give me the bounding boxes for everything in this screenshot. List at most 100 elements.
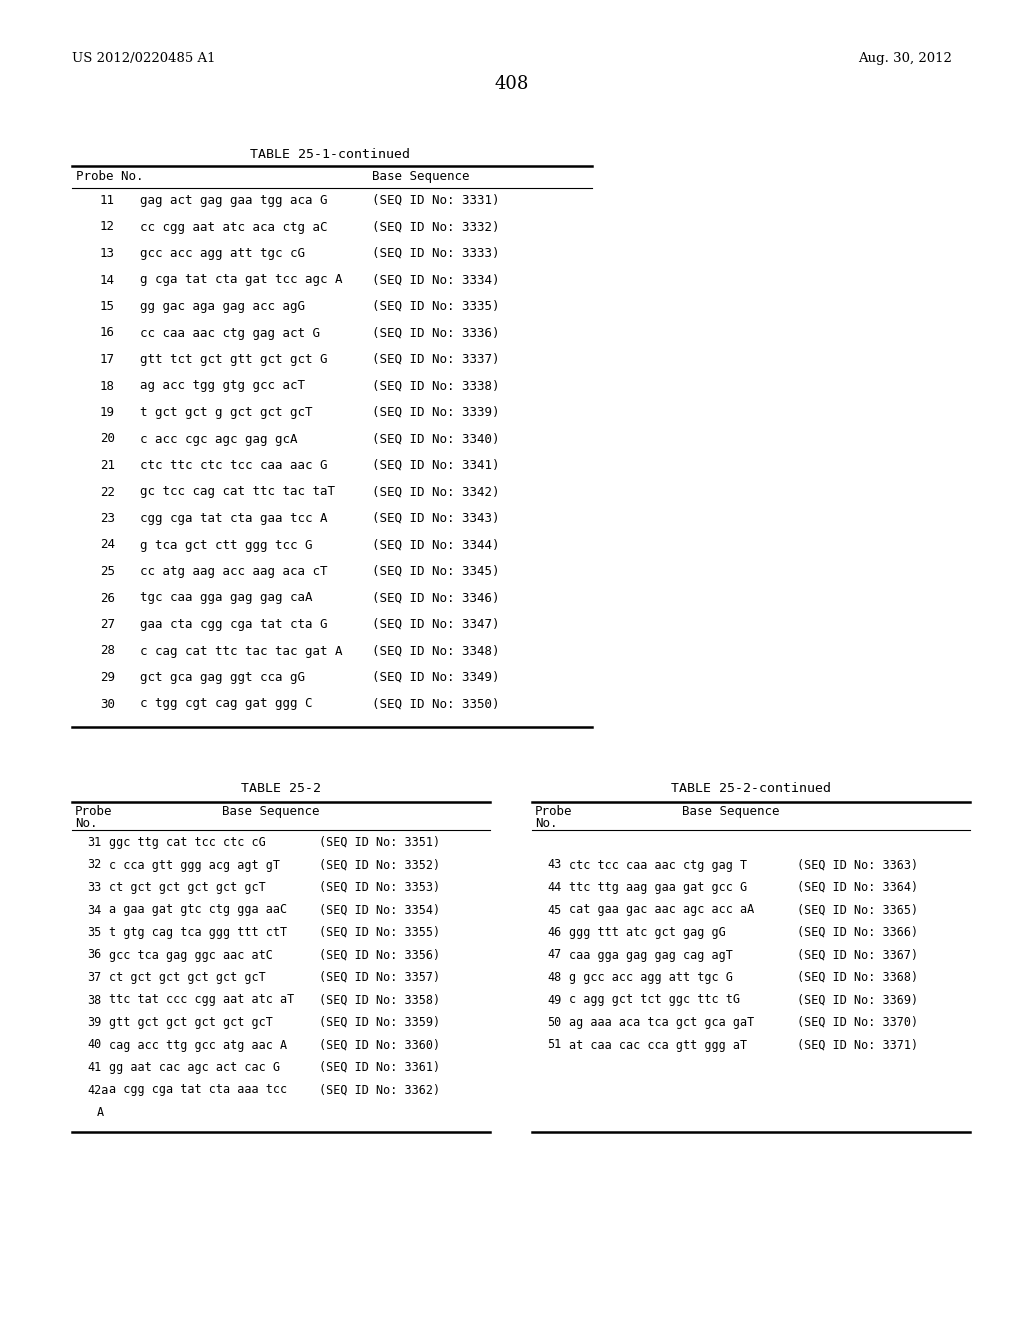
Text: g cga tat cta gat tcc agc A: g cga tat cta gat tcc agc A — [140, 273, 342, 286]
Text: 408: 408 — [495, 75, 529, 92]
Text: (SEQ ID No: 3352): (SEQ ID No: 3352) — [319, 858, 440, 871]
Text: (SEQ ID No: 3336): (SEQ ID No: 3336) — [372, 326, 500, 339]
Text: (SEQ ID No: 3356): (SEQ ID No: 3356) — [319, 949, 440, 961]
Text: ctc ttc ctc tcc caa aac G: ctc ttc ctc tcc caa aac G — [140, 459, 328, 473]
Text: gaa cta cgg cga tat cta G: gaa cta cgg cga tat cta G — [140, 618, 328, 631]
Text: cc cgg aat atc aca ctg aC: cc cgg aat atc aca ctg aC — [140, 220, 328, 234]
Text: 37: 37 — [87, 972, 101, 983]
Text: (SEQ ID No: 3340): (SEQ ID No: 3340) — [372, 433, 500, 446]
Text: 41: 41 — [87, 1061, 101, 1074]
Text: (SEQ ID No: 3368): (SEQ ID No: 3368) — [797, 972, 919, 983]
Text: 30: 30 — [100, 697, 115, 710]
Text: gg gac aga gag acc agG: gg gac aga gag acc agG — [140, 300, 305, 313]
Text: 17: 17 — [100, 352, 115, 366]
Text: A: A — [97, 1106, 104, 1119]
Text: (SEQ ID No: 3363): (SEQ ID No: 3363) — [797, 858, 919, 871]
Text: Base Sequence: Base Sequence — [372, 170, 469, 183]
Text: cc caa aac ctg gag act G: cc caa aac ctg gag act G — [140, 326, 319, 339]
Text: 11: 11 — [100, 194, 115, 207]
Text: Base Sequence: Base Sequence — [682, 805, 779, 818]
Text: (SEQ ID No: 3338): (SEQ ID No: 3338) — [372, 380, 500, 392]
Text: (SEQ ID No: 3358): (SEQ ID No: 3358) — [319, 994, 440, 1006]
Text: 16: 16 — [100, 326, 115, 339]
Text: (SEQ ID No: 3359): (SEQ ID No: 3359) — [319, 1016, 440, 1030]
Text: at caa cac cca gtt ggg aT: at caa cac cca gtt ggg aT — [569, 1039, 748, 1052]
Text: (SEQ ID No: 3341): (SEQ ID No: 3341) — [372, 459, 500, 473]
Text: 13: 13 — [100, 247, 115, 260]
Text: ag aaa aca tca gct gca gaT: ag aaa aca tca gct gca gaT — [569, 1016, 755, 1030]
Text: a gaa gat gtc ctg gga aaC: a gaa gat gtc ctg gga aaC — [109, 903, 287, 916]
Text: gtt gct gct gct gct gcT: gtt gct gct gct gct gcT — [109, 1016, 272, 1030]
Text: (SEQ ID No: 3353): (SEQ ID No: 3353) — [319, 880, 440, 894]
Text: 44: 44 — [547, 880, 561, 894]
Text: 49: 49 — [547, 994, 561, 1006]
Text: 34: 34 — [87, 903, 101, 916]
Text: 25: 25 — [100, 565, 115, 578]
Text: (SEQ ID No: 3364): (SEQ ID No: 3364) — [797, 880, 919, 894]
Text: (SEQ ID No: 3370): (SEQ ID No: 3370) — [797, 1016, 919, 1030]
Text: Probe: Probe — [535, 805, 572, 818]
Text: ct gct gct gct gct gcT: ct gct gct gct gct gcT — [109, 972, 266, 983]
Text: 14: 14 — [100, 273, 115, 286]
Text: 21: 21 — [100, 459, 115, 473]
Text: 45: 45 — [547, 903, 561, 916]
Text: 46: 46 — [547, 927, 561, 939]
Text: (SEQ ID No: 3365): (SEQ ID No: 3365) — [797, 903, 919, 916]
Text: 20: 20 — [100, 433, 115, 446]
Text: 42a: 42a — [87, 1084, 109, 1097]
Text: (SEQ ID No: 3369): (SEQ ID No: 3369) — [797, 994, 919, 1006]
Text: 26: 26 — [100, 591, 115, 605]
Text: (SEQ ID No: 3367): (SEQ ID No: 3367) — [797, 949, 919, 961]
Text: ttc tat ccc cgg aat atc aT: ttc tat ccc cgg aat atc aT — [109, 994, 294, 1006]
Text: (SEQ ID No: 3349): (SEQ ID No: 3349) — [372, 671, 500, 684]
Text: gcc acc agg att tgc cG: gcc acc agg att tgc cG — [140, 247, 305, 260]
Text: (SEQ ID No: 3332): (SEQ ID No: 3332) — [372, 220, 500, 234]
Text: 32: 32 — [87, 858, 101, 871]
Text: cat gaa gac aac agc acc aA: cat gaa gac aac agc acc aA — [569, 903, 755, 916]
Text: gcc tca gag ggc aac atC: gcc tca gag ggc aac atC — [109, 949, 272, 961]
Text: 22: 22 — [100, 486, 115, 499]
Text: 18: 18 — [100, 380, 115, 392]
Text: ttc ttg aag gaa gat gcc G: ttc ttg aag gaa gat gcc G — [569, 880, 748, 894]
Text: ctc tcc caa aac ctg gag T: ctc tcc caa aac ctg gag T — [569, 858, 748, 871]
Text: 51: 51 — [547, 1039, 561, 1052]
Text: 28: 28 — [100, 644, 115, 657]
Text: (SEQ ID No: 3360): (SEQ ID No: 3360) — [319, 1039, 440, 1052]
Text: Probe No.: Probe No. — [76, 170, 143, 183]
Text: 29: 29 — [100, 671, 115, 684]
Text: 23: 23 — [100, 512, 115, 525]
Text: (SEQ ID No: 3351): (SEQ ID No: 3351) — [319, 836, 440, 849]
Text: 40: 40 — [87, 1039, 101, 1052]
Text: c cag cat ttc tac tac gat A: c cag cat ttc tac tac gat A — [140, 644, 342, 657]
Text: (SEQ ID No: 3342): (SEQ ID No: 3342) — [372, 486, 500, 499]
Text: (SEQ ID No: 3366): (SEQ ID No: 3366) — [797, 927, 919, 939]
Text: Base Sequence: Base Sequence — [222, 805, 319, 818]
Text: ag acc tgg gtg gcc acT: ag acc tgg gtg gcc acT — [140, 380, 305, 392]
Text: gtt tct gct gtt gct gct G: gtt tct gct gtt gct gct G — [140, 352, 328, 366]
Text: tgc caa gga gag gag caA: tgc caa gga gag gag caA — [140, 591, 312, 605]
Text: (SEQ ID No: 3355): (SEQ ID No: 3355) — [319, 927, 440, 939]
Text: gg aat cac agc act cac G: gg aat cac agc act cac G — [109, 1061, 280, 1074]
Text: ggc ttg cat tcc ctc cG: ggc ttg cat tcc ctc cG — [109, 836, 266, 849]
Text: (SEQ ID No: 3331): (SEQ ID No: 3331) — [372, 194, 500, 207]
Text: US 2012/0220485 A1: US 2012/0220485 A1 — [72, 51, 215, 65]
Text: Aug. 30, 2012: Aug. 30, 2012 — [858, 51, 952, 65]
Text: (SEQ ID No: 3361): (SEQ ID No: 3361) — [319, 1061, 440, 1074]
Text: (SEQ ID No: 3335): (SEQ ID No: 3335) — [372, 300, 500, 313]
Text: (SEQ ID No: 3357): (SEQ ID No: 3357) — [319, 972, 440, 983]
Text: g tca gct ctt ggg tcc G: g tca gct ctt ggg tcc G — [140, 539, 312, 552]
Text: 31: 31 — [87, 836, 101, 849]
Text: 36: 36 — [87, 949, 101, 961]
Text: (SEQ ID No: 3371): (SEQ ID No: 3371) — [797, 1039, 919, 1052]
Text: 15: 15 — [100, 300, 115, 313]
Text: t gct gct g gct gct gcT: t gct gct g gct gct gcT — [140, 407, 312, 418]
Text: 12: 12 — [100, 220, 115, 234]
Text: cc atg aag acc aag aca cT: cc atg aag acc aag aca cT — [140, 565, 328, 578]
Text: 24: 24 — [100, 539, 115, 552]
Text: (SEQ ID No: 3348): (SEQ ID No: 3348) — [372, 644, 500, 657]
Text: 39: 39 — [87, 1016, 101, 1030]
Text: ggg ttt atc gct gag gG: ggg ttt atc gct gag gG — [569, 927, 726, 939]
Text: (SEQ ID No: 3350): (SEQ ID No: 3350) — [372, 697, 500, 710]
Text: 35: 35 — [87, 927, 101, 939]
Text: (SEQ ID No: 3347): (SEQ ID No: 3347) — [372, 618, 500, 631]
